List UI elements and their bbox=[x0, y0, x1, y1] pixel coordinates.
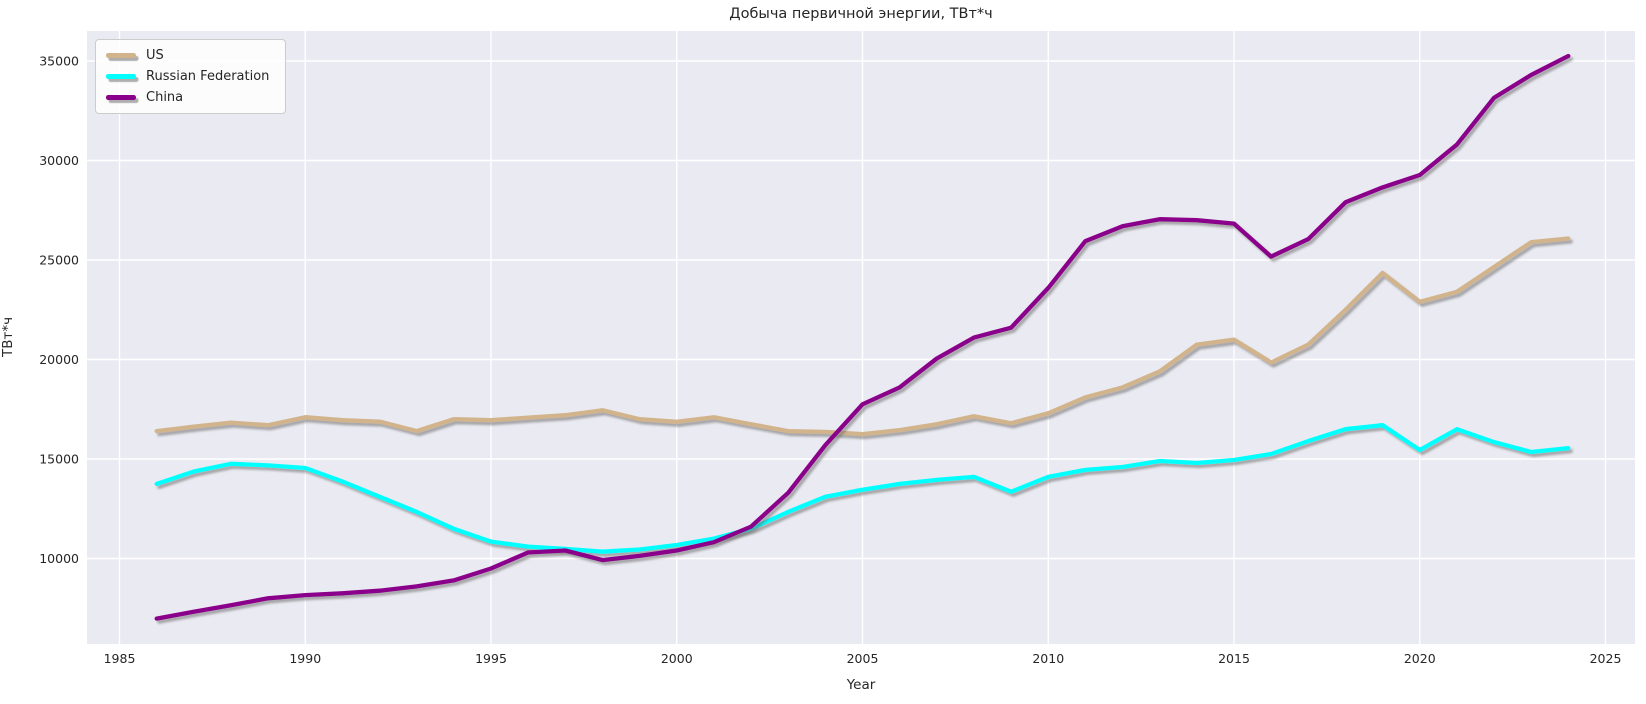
legend-label-us: US bbox=[146, 48, 164, 63]
x-axis-label: Year bbox=[846, 677, 876, 693]
y-tick-label: 10000 bbox=[39, 551, 79, 566]
x-tick-label: 2015 bbox=[1218, 651, 1250, 666]
legend-label-russia: Russian Federation bbox=[146, 69, 270, 84]
legend-label-china: China bbox=[146, 90, 184, 105]
legend: US Russian Federation China bbox=[95, 39, 287, 114]
y-tick-label: 15000 bbox=[39, 451, 79, 466]
series-line-china bbox=[154, 53, 1571, 621]
russia-line-swatch bbox=[106, 74, 136, 79]
y-tick-label: 35000 bbox=[39, 53, 79, 68]
chart-title: Добыча первичной энергии, ТВт*ч bbox=[729, 6, 993, 22]
x-tick-label: 1985 bbox=[104, 651, 136, 666]
y-tick-label: 30000 bbox=[39, 153, 79, 168]
x-tick-label: 2025 bbox=[1590, 651, 1622, 666]
series-line-russian-federation bbox=[154, 423, 1571, 554]
series-lines bbox=[154, 53, 1571, 621]
series-line-us bbox=[154, 236, 1571, 437]
x-tick-label: 2000 bbox=[661, 651, 693, 666]
y-tick-labels: 10000 15000 20000 25000 30000 35000 bbox=[39, 53, 79, 566]
x-tick-label: 2020 bbox=[1404, 651, 1436, 666]
legend-entry-russia: Russian Federation bbox=[106, 68, 269, 85]
legend-entry-us: US bbox=[106, 47, 269, 64]
x-tick-label: 1995 bbox=[475, 651, 507, 666]
x-tick-labels: 1985 1990 1995 2000 2005 2010 2015 2020 2025 bbox=[104, 651, 1622, 666]
legend-entry-china: China bbox=[106, 89, 269, 106]
x-tick-label: 1990 bbox=[289, 651, 321, 666]
plot-area bbox=[87, 31, 1635, 644]
y-tick-label: 25000 bbox=[39, 252, 79, 267]
us-line-swatch bbox=[106, 53, 136, 58]
y-axis-label: ТВт*ч bbox=[0, 316, 16, 358]
china-line-swatch bbox=[106, 95, 136, 100]
y-tick-label: 20000 bbox=[39, 352, 79, 367]
x-tick-label: 2010 bbox=[1032, 651, 1064, 666]
x-tick-label: 2005 bbox=[847, 651, 879, 666]
